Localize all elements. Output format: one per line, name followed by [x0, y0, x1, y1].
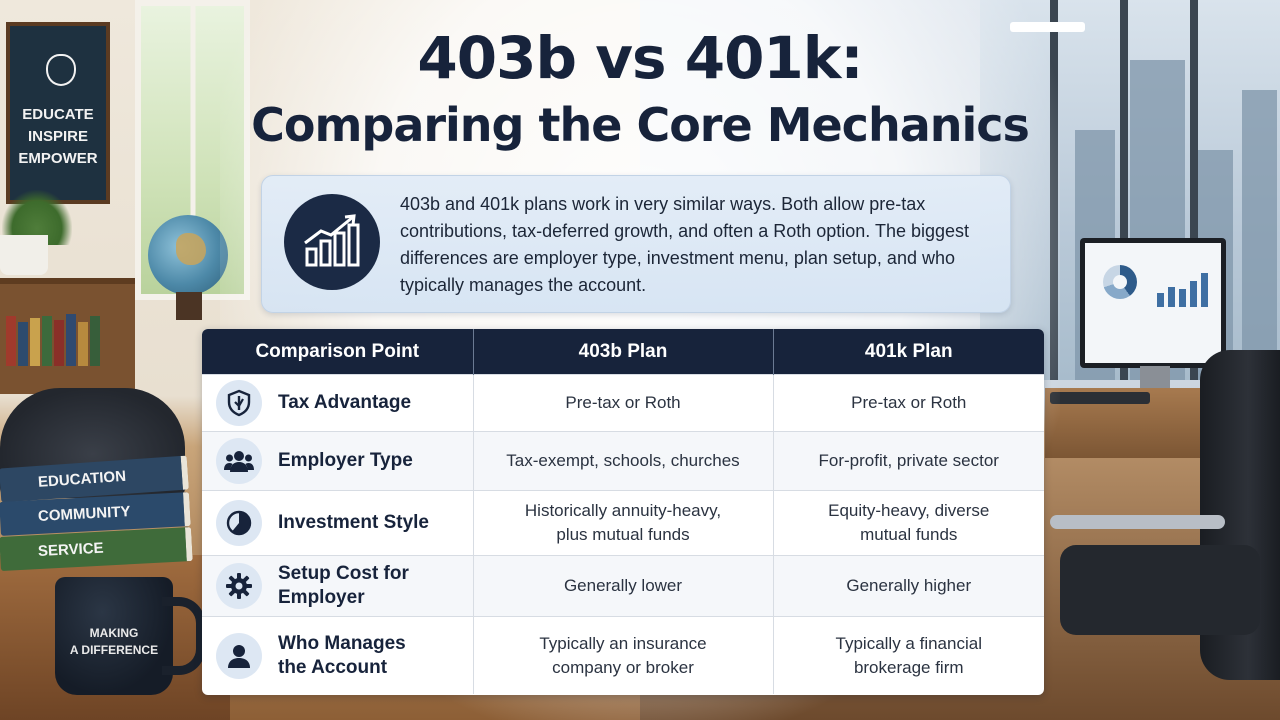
shelf-book [78, 322, 88, 366]
plan-403b-value: Pre-tax or Roth [565, 393, 681, 412]
growth-chart-icon-svg [304, 214, 360, 267]
page-title: 403b vs 401k: Comparing the Core Mechani… [200, 20, 1080, 154]
shelf-book [18, 322, 28, 366]
comparison-table-card: Comparison Point 403b Plan 401k Plan [202, 329, 1044, 695]
comparison-point-cell: Employer Type [202, 431, 474, 491]
intro-text: 403b and 401k plans work in very similar… [400, 194, 970, 295]
table-row: Investment Style Historically annuity-he… [202, 490, 1044, 556]
shelf-book [42, 316, 52, 366]
shelf-book [66, 314, 76, 366]
person-icon [216, 632, 262, 679]
header-403b-plan: 403b Plan [473, 329, 774, 375]
chair-seat [1060, 545, 1260, 635]
board-line: INSPIRE [27, 128, 88, 145]
coffee-mug: MAKING A DIFFERENCE [55, 577, 173, 695]
plan-401k-value: Equity-heavy, diverse mutual funds [828, 501, 990, 544]
plan-401k-value: Generally higher [846, 576, 972, 595]
plan-403b-cell: Historically annuity-heavy, plus mutual … [473, 490, 774, 556]
book-stack: EDUCATION COMMUNITY SERVICE [0, 455, 193, 572]
plan-401k-cell: Typically a financial brokerage firm [773, 616, 1044, 694]
plan-401k-cell: Pre-tax or Roth [773, 374, 1044, 432]
computer-monitor [1080, 238, 1226, 368]
plan-403b-value: Tax-exempt, schools, churches [506, 451, 740, 470]
title-line-2: Comparing the Core Mechanics [251, 98, 1030, 152]
keyboard [1050, 392, 1150, 404]
plan-401k-cell: Generally higher [773, 555, 1044, 617]
board-line: EDUCATE [22, 106, 94, 123]
plan-403b-cell: Tax-exempt, schools, churches [473, 431, 774, 491]
intro-card: 403b and 401k plans work in very similar… [261, 175, 1011, 313]
shelf-book [30, 318, 40, 366]
comparison-point-cell: Who Manages the Account [202, 616, 474, 694]
chair-arm [1050, 515, 1225, 529]
shelf-book [54, 320, 64, 366]
table-header-row: Comparison Point 403b Plan 401k Plan [202, 329, 1044, 375]
shelf-book [90, 316, 100, 366]
mug-line: A DIFFERENCE [69, 643, 159, 657]
globe-stand [176, 292, 202, 320]
table-row: Employer Type Tax-exempt, schools, churc… [202, 431, 1044, 491]
monitor-screen [1085, 243, 1221, 363]
mug-handle [162, 597, 205, 675]
building [1242, 90, 1277, 380]
plan-403b-cell: Typically an insurance company or broker [473, 616, 774, 694]
comparison-point-label: Tax Advantage [278, 392, 412, 413]
table-row: Who Manages the Account Typically an ins… [202, 616, 1044, 694]
plan-401k-cell: Equity-heavy, diverse mutual funds [773, 490, 1044, 556]
screen-bar [1179, 289, 1186, 307]
plant-pot [0, 235, 48, 275]
growth-chart-icon [284, 194, 380, 290]
plan-401k-value: Pre-tax or Roth [851, 393, 967, 412]
screen-bar [1201, 273, 1208, 307]
window-frame [1120, 0, 1128, 380]
comparison-point-cell: Tax Advantage [202, 374, 474, 432]
comparison-point-label: Setup Cost for Employer [278, 563, 409, 608]
comparison-table: Comparison Point 403b Plan 401k Plan [202, 329, 1044, 694]
comparison-point-label: Employer Type [278, 450, 413, 471]
plan-403b-cell: Generally lower [473, 555, 774, 617]
comparison-point-label: Investment Style [278, 512, 429, 533]
plan-401k-cell: For-profit, private sector [773, 431, 1044, 491]
plan-403b-value: Historically annuity-heavy, plus mutual … [524, 501, 722, 544]
apple-icon [46, 54, 76, 86]
office-chair [1050, 350, 1280, 720]
plan-401k-value: For-profit, private sector [818, 451, 999, 470]
window-frame [1190, 0, 1198, 380]
chalkboard-sign: EDUCATE INSPIRE EMPOWER [6, 22, 110, 204]
mug-line: MAKING [89, 626, 139, 640]
header-401k-plan: 401k Plan [773, 329, 1044, 375]
plan-403b-value: Generally lower [563, 576, 683, 595]
plan-403b-cell: Pre-tax or Roth [473, 374, 774, 432]
comparison-point-label: Who Manages the Account [278, 632, 406, 678]
screen-bar [1157, 293, 1164, 307]
plan-403b-value: Typically an insurance company or broker [539, 633, 707, 677]
comparison-point-cell: Investment Style [202, 490, 474, 556]
gear-icon [216, 563, 262, 609]
people-icon [216, 438, 262, 484]
header-comparison-point: Comparison Point [202, 329, 474, 375]
table-row: Tax Advantage Pre-tax or Roth Pre-tax or… [202, 374, 1044, 432]
bookshelf [0, 278, 135, 394]
comparison-point-cell: Setup Cost for Employer [202, 555, 474, 617]
globe [148, 215, 228, 295]
screen-bar [1190, 281, 1197, 307]
monitor-stand [1140, 366, 1170, 388]
screen-bar [1168, 287, 1175, 307]
plan-401k-value: Typically a financial brokerage firm [835, 633, 982, 677]
donut-chart-icon [1103, 265, 1137, 299]
title-line-1: 403b vs 401k: [417, 24, 863, 92]
shield-icon [216, 380, 262, 426]
shelf-book [6, 316, 16, 366]
pie-chart-icon [216, 500, 262, 546]
board-line: EMPOWER [18, 150, 98, 167]
table-row: Setup Cost for Employer Generally lower … [202, 555, 1044, 617]
